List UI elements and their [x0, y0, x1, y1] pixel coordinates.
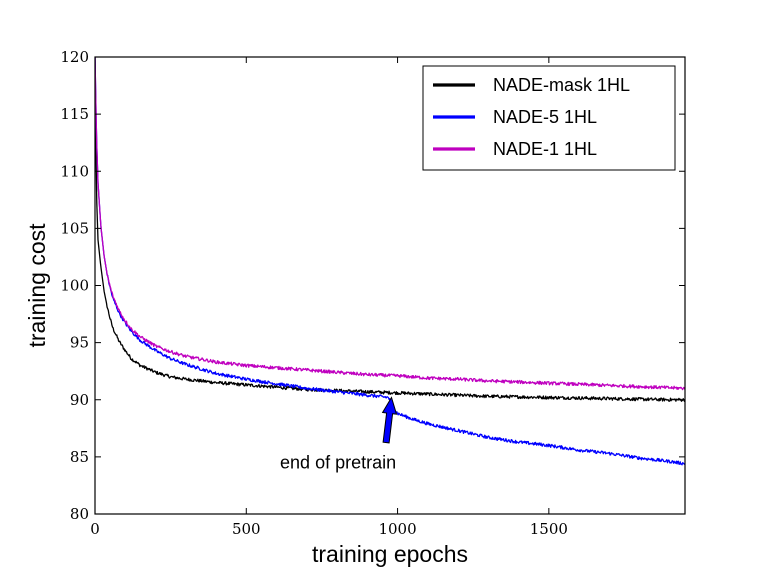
series-line-0	[95, 57, 685, 402]
series-line-2	[95, 57, 685, 391]
y-tick-label: 100	[60, 277, 89, 295]
x-axis-label: training epochs	[312, 541, 468, 567]
annotation-text-0: end of pretrain	[280, 453, 396, 473]
legend: NADE-mask 1HL NADE-5 1HL NADE-1 1HL	[422, 65, 676, 171]
legend-label-0: NADE-mask 1HL	[493, 75, 630, 95]
x-tick-label: 500	[232, 520, 261, 538]
ticks-layer: 0 500 1000 1500 80 85 90 95 100 105 110 115 120	[60, 48, 685, 538]
x-tick-label: 1000	[378, 520, 416, 538]
legend-label-1: NADE-5 1HL	[493, 107, 597, 127]
y-tick-label: 85	[70, 448, 89, 466]
y-tick-label: 80	[70, 505, 89, 523]
annotation-layer: end of pretrain	[280, 396, 398, 473]
y-tick-label: 90	[70, 391, 89, 409]
y-axis-label: training cost	[24, 223, 50, 348]
annotation-arrow-0	[381, 396, 398, 444]
y-tick-label: 95	[70, 334, 89, 352]
legend-label-2: NADE-1 1HL	[493, 139, 597, 159]
y-tick-label: 115	[60, 105, 89, 123]
x-tick-label: 1500	[530, 520, 568, 538]
y-tick-label: 120	[60, 48, 89, 66]
y-tick-label: 110	[60, 162, 89, 180]
x-tick-label: 0	[90, 520, 100, 538]
y-tick-label: 105	[60, 219, 89, 237]
